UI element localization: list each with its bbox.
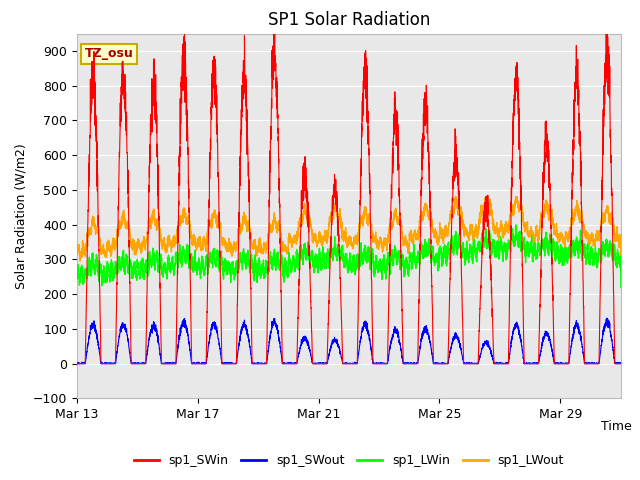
Legend: sp1_SWin, sp1_SWout, sp1_LWin, sp1_LWout: sp1_SWin, sp1_SWout, sp1_LWin, sp1_LWout <box>129 449 569 472</box>
Title: SP1 Solar Radiation: SP1 Solar Radiation <box>268 11 430 29</box>
Y-axis label: Solar Radiation (W/m2): Solar Radiation (W/m2) <box>14 143 27 289</box>
Text: TZ_osu: TZ_osu <box>85 48 134 60</box>
X-axis label: Time: Time <box>601 420 632 433</box>
